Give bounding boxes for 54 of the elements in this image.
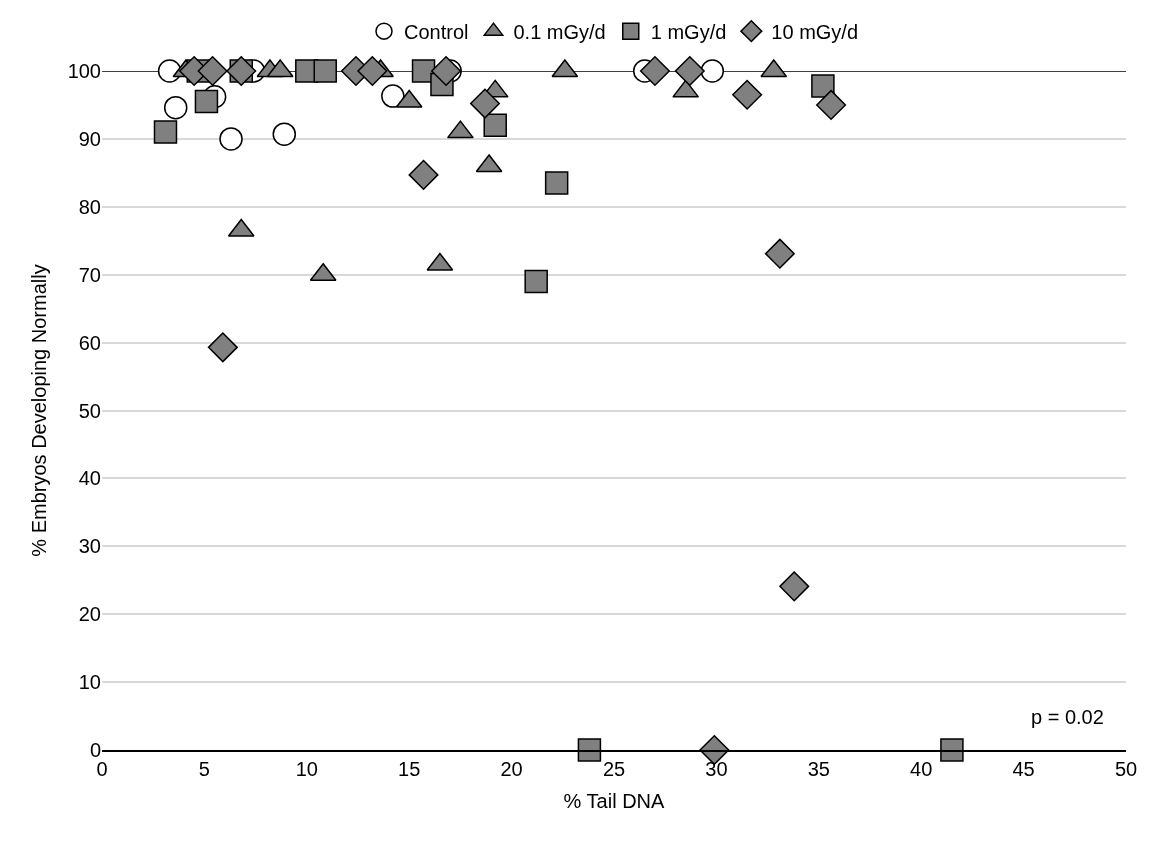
y-tick-label: 20 [78,603,101,626]
point [357,55,388,87]
point [219,127,243,151]
y-tick-label: 70 [78,263,101,286]
x-tick-label: 20 [500,757,523,780]
point [469,88,501,119]
point [700,59,725,83]
point [431,55,462,87]
point [408,159,439,190]
legend-label: Control [404,20,469,43]
point [732,79,763,110]
point [272,122,297,146]
legend-label: 1 mGy/d [650,20,727,43]
x-tick-label: 5 [198,757,210,780]
point [816,89,847,120]
y-tick-label: 100 [67,60,101,82]
y-tick-label: 10 [78,671,101,694]
y-tick-label: 50 [78,399,101,422]
x-tick-label: 25 [602,757,626,780]
x-tick-label: 30 [705,757,728,780]
point [153,120,178,144]
y-tick-label: 90 [78,127,101,150]
point [674,55,705,87]
point [811,74,835,98]
y-axis-title: % Embryos Developing Normally [28,264,51,557]
point [163,95,188,120]
x-tick-label: 10 [295,757,318,780]
point [483,113,507,138]
point [524,269,548,294]
x-axis-title: % Tail DNA [563,789,666,812]
x-tick-label: 50 [1114,757,1138,780]
x-tick-label: 40 [910,757,933,780]
legend-label: 10 mGy/d [771,20,859,43]
x-tick-label: 15 [398,757,421,780]
y-tick-label: 0 [89,739,101,761]
point [381,84,405,108]
y-tick-label: 40 [78,467,101,490]
point [639,55,671,87]
y-tick-label: 30 [78,535,101,558]
point [207,332,238,363]
annotation: p = 0.02 [1031,706,1104,728]
legend-label: 0.1 mGy/d [513,20,606,43]
y-tick-label: 80 [78,195,101,218]
y-tick-label: 60 [78,331,101,354]
x-tick-label: 35 [807,757,830,780]
point [544,171,569,195]
x-tick-label: 45 [1012,757,1035,780]
point [194,89,219,114]
point [577,738,602,762]
point [940,738,964,762]
point [197,55,228,87]
point [764,238,795,269]
point [779,571,810,602]
point [313,59,337,83]
